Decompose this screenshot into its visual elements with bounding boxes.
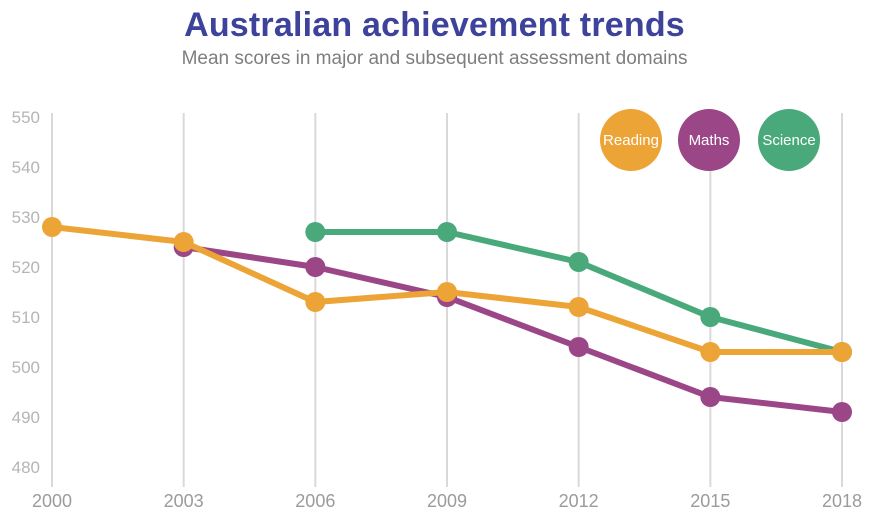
data-point-maths-2018 xyxy=(832,402,853,422)
y-axis-tick-label: 510 xyxy=(12,308,40,327)
x-axis-tick-label: 2006 xyxy=(295,491,335,511)
y-axis-tick-label: 500 xyxy=(12,358,40,377)
data-point-science-2009 xyxy=(437,222,458,242)
chart-title: Australian achievement trends xyxy=(184,6,685,44)
chart-header: Australian achievement trends Mean score… xyxy=(0,6,869,70)
data-point-science-2006 xyxy=(305,222,326,242)
data-point-maths-2012 xyxy=(568,337,589,357)
legend-item-reading xyxy=(600,109,662,171)
data-point-reading-2018 xyxy=(832,342,853,362)
y-axis-tick-label: 550 xyxy=(12,108,40,127)
x-axis-tick-label: 2015 xyxy=(690,491,730,511)
series-line-maths xyxy=(180,244,846,415)
data-point-reading-2003 xyxy=(173,232,194,252)
data-point-reading-2009 xyxy=(437,282,458,302)
y-axis-tick-label: 540 xyxy=(12,158,40,177)
legend-item-science xyxy=(758,109,820,171)
y-axis-tick-label: 480 xyxy=(12,458,40,477)
y-axis-tick-label: 520 xyxy=(12,258,40,277)
legend-label-reading: Reading xyxy=(603,132,659,149)
x-axis-tick-label: 2000 xyxy=(32,491,72,511)
chart-subtitle: Mean scores in major and subsequent asse… xyxy=(181,48,688,69)
data-point-maths-2015 xyxy=(700,387,721,407)
x-axis-tick-label: 2018 xyxy=(822,491,862,511)
y-axis-tick-label: 530 xyxy=(12,208,40,227)
legend-item-maths xyxy=(678,109,740,171)
data-point-reading-2015 xyxy=(700,342,721,362)
legend-label-maths: Maths xyxy=(689,132,730,149)
data-point-reading-2000 xyxy=(42,217,62,237)
y-axis-tick-label: 490 xyxy=(12,408,40,427)
x-axis-tick-label: 2009 xyxy=(427,491,467,511)
data-point-reading-2012 xyxy=(568,297,589,317)
data-point-science-2015 xyxy=(700,307,721,327)
x-axis-tick-label: 2003 xyxy=(164,491,204,511)
legend-label-science: Science xyxy=(762,132,815,149)
data-point-science-2012 xyxy=(568,252,589,272)
data-point-maths-2006 xyxy=(305,257,326,277)
x-axis-tick-label: 2012 xyxy=(559,491,599,511)
data-point-reading-2006 xyxy=(305,292,326,312)
